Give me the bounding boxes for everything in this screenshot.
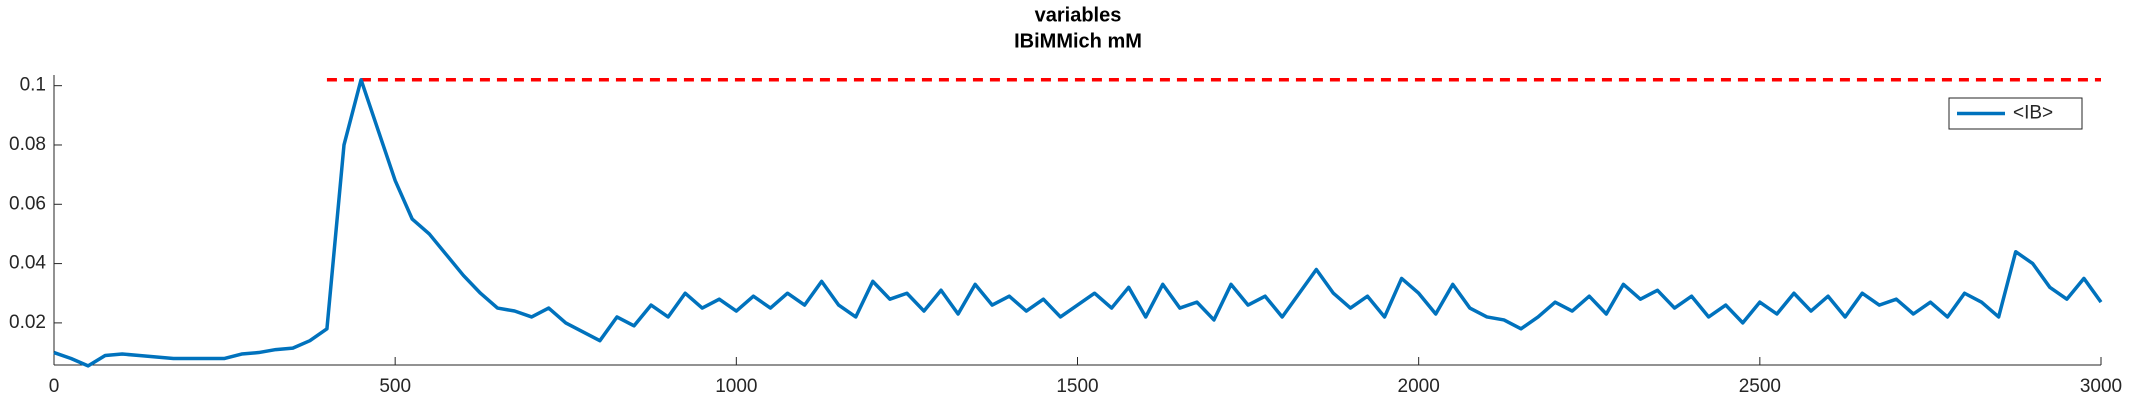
y-tick-label: 0.04 (9, 253, 46, 274)
x-tick-label: 2000 (1398, 376, 1440, 397)
data-line (53, 77, 2103, 368)
y-tick-label: 0.02 (9, 312, 46, 333)
y-tick-label: 0.08 (9, 134, 46, 155)
x-tick-label: 2500 (1739, 376, 1781, 397)
chart-subtitle: IBiMMich mM (1014, 30, 1142, 52)
x-tick-label: 500 (379, 376, 411, 397)
chart-title: variables (1035, 4, 1122, 26)
x-tick-label: 1500 (1056, 376, 1098, 397)
legend-label: <IB> (2013, 103, 2053, 124)
y-tick-label: 0.1 (20, 75, 46, 96)
x-tick-label: 1000 (715, 376, 757, 397)
x-tick-label: 0 (49, 376, 60, 397)
x-tick-label: 3000 (2080, 376, 2122, 397)
y-tick-label: 0.06 (9, 193, 46, 214)
